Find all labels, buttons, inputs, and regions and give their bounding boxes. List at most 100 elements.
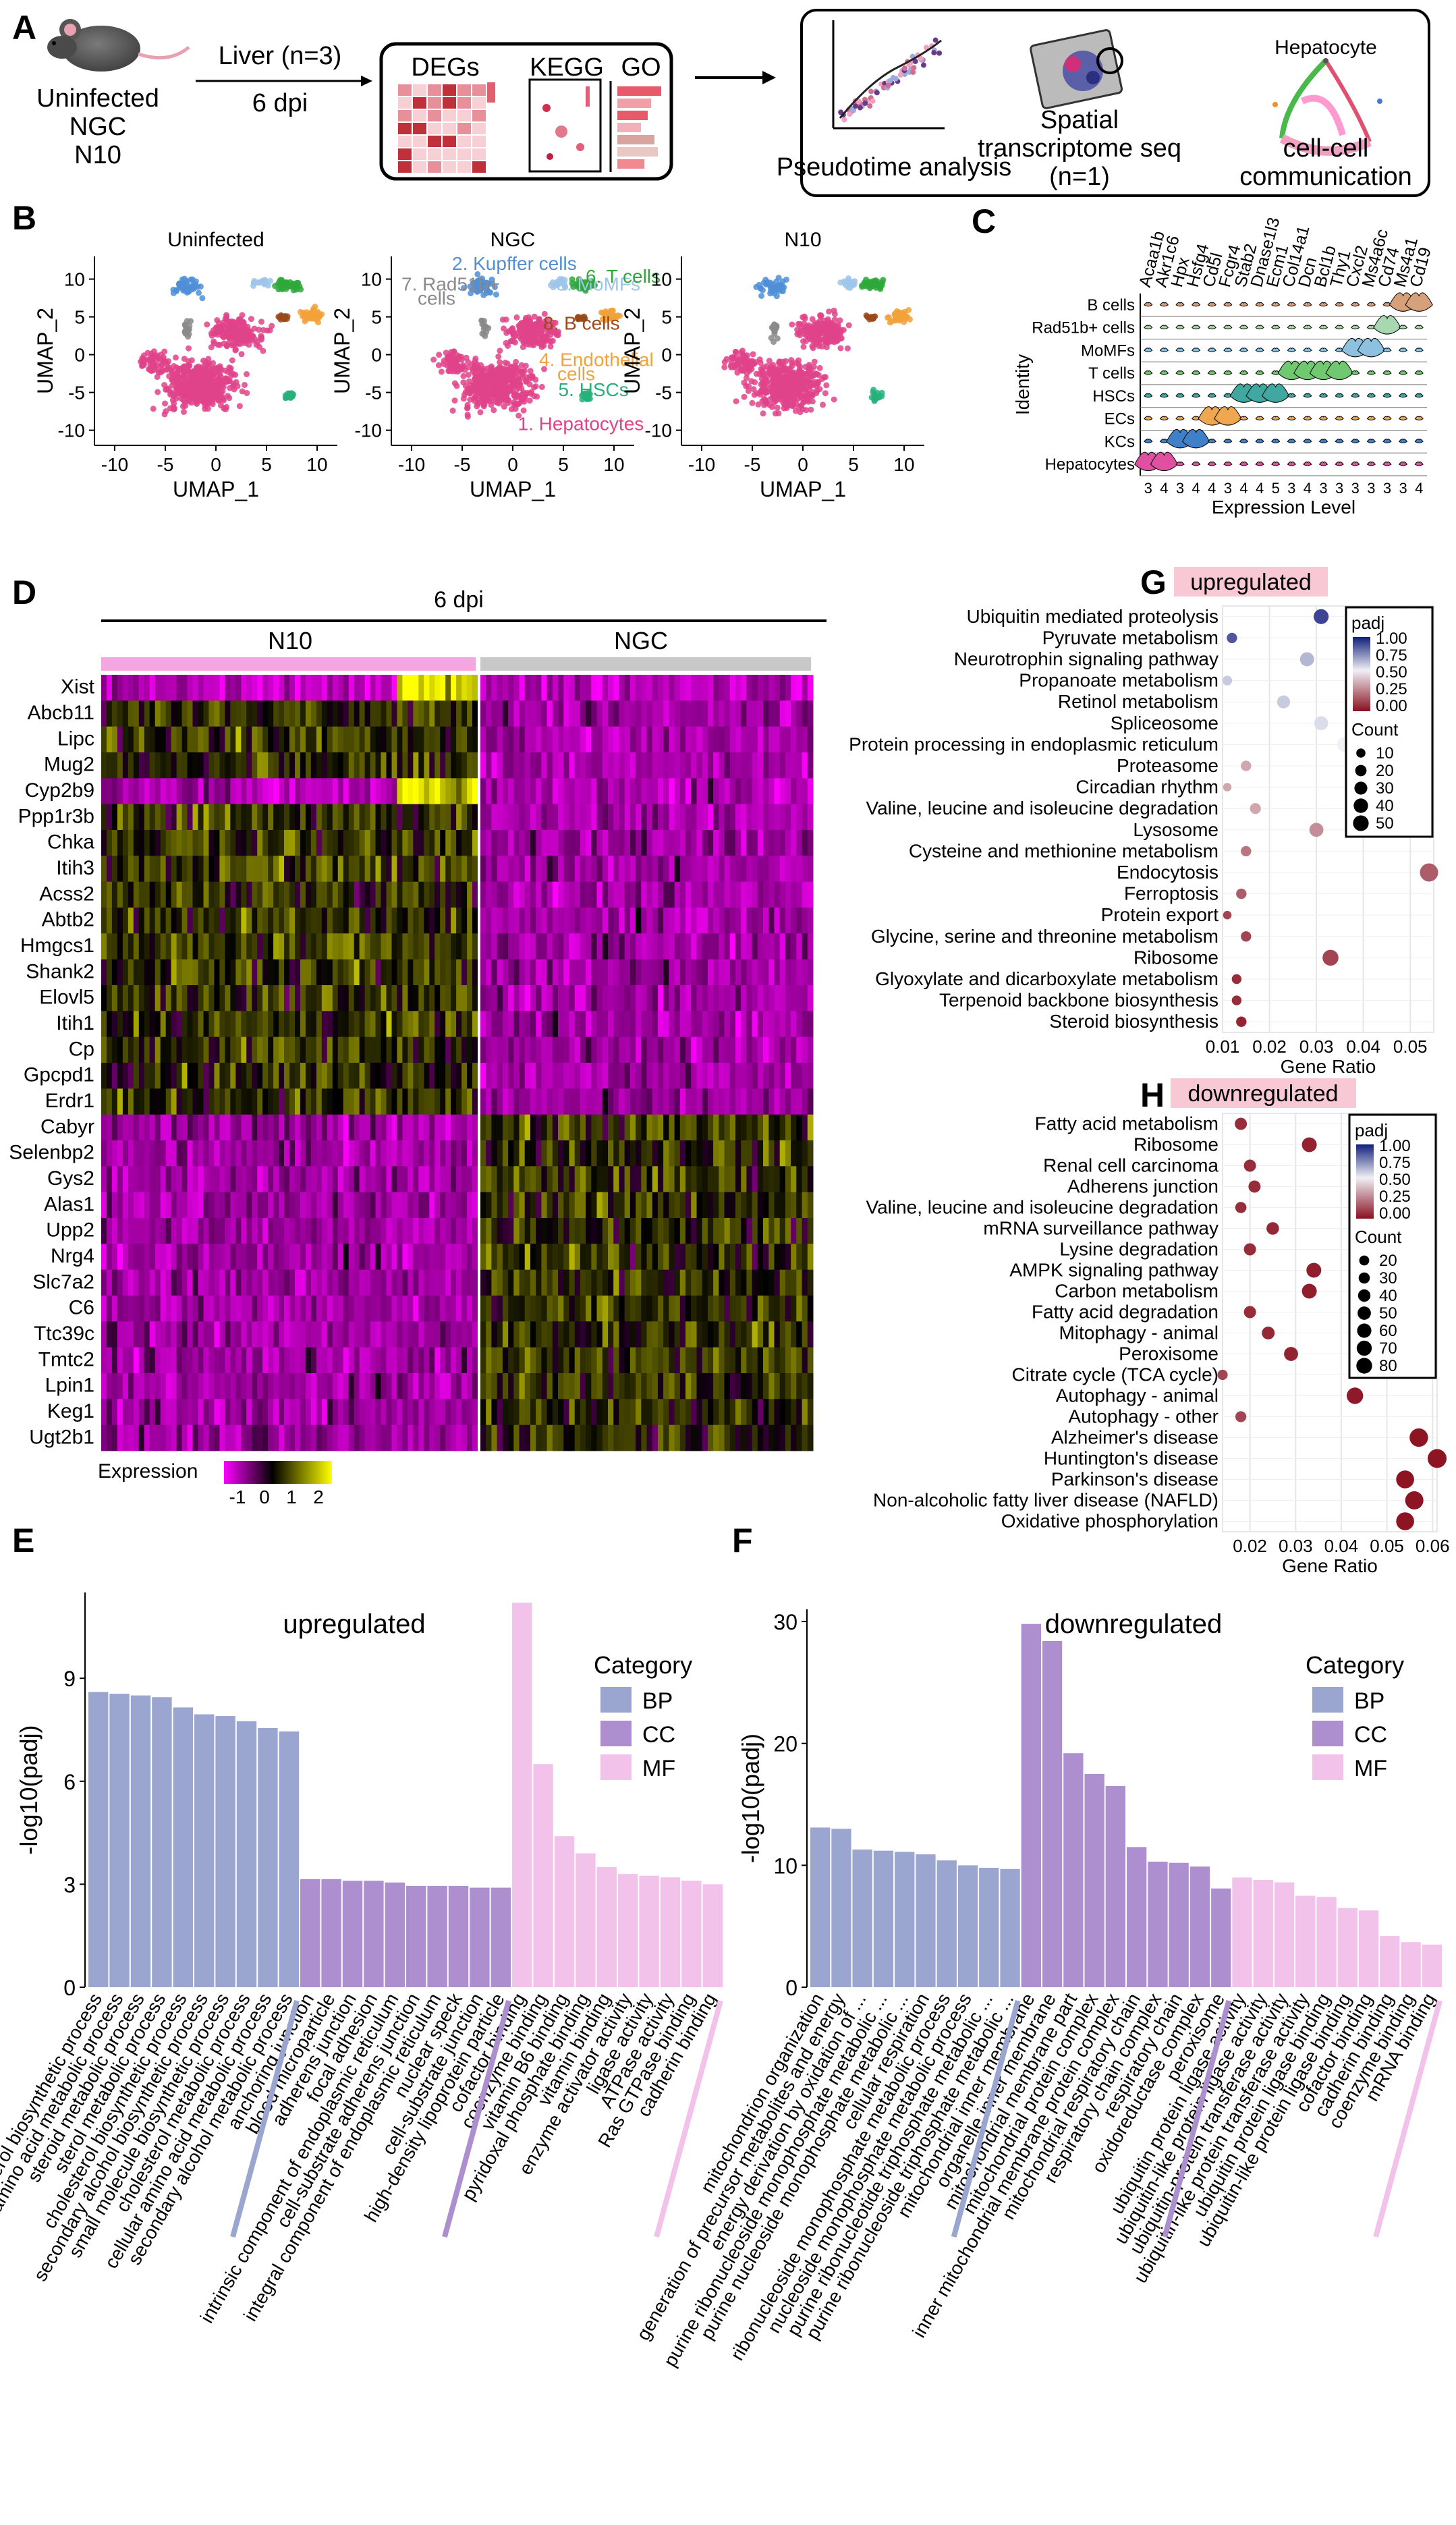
violin-shape [1192, 325, 1201, 330]
legend-count-tick: 30 [1376, 779, 1394, 798]
umap-y-tick: 5 [74, 307, 85, 328]
violin-x-tick: 3 [1367, 480, 1375, 497]
dotplot-point [1428, 1449, 1447, 1468]
bar-y-tick: 30 [773, 1610, 797, 1634]
umap-x-tick: -10 [688, 454, 715, 475]
violin-shape [1159, 370, 1169, 375]
category-bracket-cc [1162, 1999, 1232, 2238]
legend-count-dot [1356, 1358, 1372, 1374]
violin-shape [1175, 370, 1185, 375]
panel-c: C Acaa1bAkr1c6HpxHsfg4Cd5lFcgr4Stab2Dnas… [972, 202, 1435, 518]
umap-plot-2: NGC -10 -5 0 5 10 10 5 0 -5 -10 UMAP_1 UMAP_2 1. Hepa… [330, 229, 661, 501]
bar-mf [1316, 1897, 1337, 1987]
dotplot-term-label: Autophagy - animal [1056, 1385, 1219, 1406]
violin-shape [1366, 439, 1376, 443]
dotplot-point [1409, 1428, 1428, 1447]
violin-identity-label: MoMFs [1081, 341, 1135, 360]
dotplot-point [1236, 888, 1247, 899]
dotplot-point [1314, 609, 1329, 624]
bar-cc [427, 1885, 447, 1987]
panel-a-letter: A [12, 9, 36, 47]
bar-cc [1105, 1785, 1125, 1987]
heatmap-gene-label: Acss2 [39, 883, 94, 905]
violin-x-tick: 4 [1192, 480, 1200, 497]
dotplot-term-label: Glyoxylate and dicarboxylate metabolism [875, 968, 1219, 989]
panel-b-letter: B [12, 199, 36, 237]
pseudotime-label: Pseudotime analysis [777, 153, 1012, 182]
dotplot-point [1306, 1262, 1322, 1278]
dotplot-x-tick: 0.03 [1279, 1536, 1313, 1556]
cell-communication-icon [1272, 58, 1382, 156]
violin-shape [1303, 416, 1312, 421]
violin-shape [1351, 370, 1360, 375]
dotplot-point [1309, 823, 1324, 837]
violin-shape [1398, 370, 1408, 375]
violin-shape [1351, 325, 1360, 330]
violin-shape [1144, 348, 1153, 352]
violin-x-tick: 3 [1335, 480, 1343, 497]
dotplot-term-label: Endocytosis [1117, 862, 1219, 883]
dotplot-term-label: Non-alcoholic fatty liver disease (NAFLD… [873, 1490, 1219, 1511]
bar-legend-swatch [600, 1721, 632, 1746]
bar-legend-swatch [600, 1754, 632, 1780]
spatial-label-2: transcriptome seq [978, 134, 1181, 163]
bar-cc [491, 1887, 511, 1987]
panel-g-title-bg [1174, 567, 1328, 596]
violin-shape [1351, 416, 1360, 421]
umap-y-tick: -10 [58, 420, 85, 441]
heatmap-legend-tick: 0 [259, 1487, 270, 1507]
mouse-label-n10: N10 [74, 141, 121, 169]
violin-shape [1159, 302, 1169, 307]
heatmap-gene-label: Elovl5 [39, 987, 94, 1009]
violin-shape [1287, 416, 1296, 421]
umap-y-tick: 0 [371, 345, 382, 366]
heatmap-legend-tick: 2 [313, 1487, 324, 1507]
dotplot-term-label: Ubiquitin mediated proteolysis [966, 606, 1219, 627]
legend-count-dot [1357, 1289, 1371, 1302]
violin-shape [1303, 348, 1312, 352]
heatmap-gene-label: Erdr1 [45, 1090, 94, 1112]
umap-xlabel: UMAP_1 [173, 477, 259, 501]
dotplot-term-label: Neurotrophin signaling pathway [954, 648, 1219, 669]
violin-shape [1144, 325, 1153, 330]
heatmap-gene-label: Nrg4 [51, 1245, 94, 1267]
violin-shape [1366, 393, 1376, 398]
dotplot-term-label: Spliceosome [1111, 713, 1219, 733]
heatmap-gene-label: Ppp1r3b [18, 805, 94, 827]
dotplot-term-label: Oxidative phosphorylation [1001, 1511, 1219, 1532]
dotplot-point [1235, 1411, 1247, 1422]
heatmap-gene-label: Lipc [57, 727, 94, 750]
spatial-slide-icon [1030, 29, 1123, 109]
dotplot-term-label: Ferroptosis [1124, 883, 1219, 904]
group-bar-ngc [480, 657, 811, 671]
dotplot-point [1241, 845, 1252, 857]
violin-shape [1255, 462, 1264, 466]
legend-padj-tick: 0.75 [1379, 1154, 1411, 1172]
violin-shape [1239, 462, 1249, 466]
dotplot-term-label: mRNA surveillance pathway [983, 1218, 1219, 1239]
bar-legend-label: MF [642, 1756, 675, 1781]
dotplot-point [1243, 1243, 1256, 1256]
bar-cc [1084, 1773, 1104, 1987]
bar-legend-swatch [600, 1687, 632, 1713]
violin-shape [1382, 370, 1392, 375]
violin-shape [1223, 348, 1233, 352]
dotplot-x-tick: 0.05 [1370, 1536, 1404, 1556]
violin-xlabel: Expression Level [1212, 497, 1355, 518]
dotplot-x-tick: 0.02 [1233, 1536, 1267, 1556]
bar-y-tick: 20 [773, 1732, 797, 1756]
violin-shape [1303, 462, 1312, 466]
panel-d: D 6 dpi N10 NGC Xist Abcb11 Lipc Mug2 Cyp2b9… [9, 574, 827, 1507]
umap-y-tick: 10 [651, 269, 672, 290]
violin-shape [1287, 462, 1296, 466]
violin-shape [1318, 416, 1328, 421]
violin-x-tick: 3 [1319, 480, 1327, 497]
dotplot-point [1217, 1369, 1228, 1381]
bar-legend-swatch [1312, 1721, 1343, 1746]
violin-shape [1255, 348, 1264, 352]
heatmap-time-label: 6 dpi [434, 587, 484, 613]
violin-shape [1398, 462, 1408, 466]
dotplot-point [1243, 1306, 1256, 1319]
heatmap-gene-label: Selenbp2 [9, 1142, 94, 1164]
violin-shape [1207, 348, 1216, 352]
